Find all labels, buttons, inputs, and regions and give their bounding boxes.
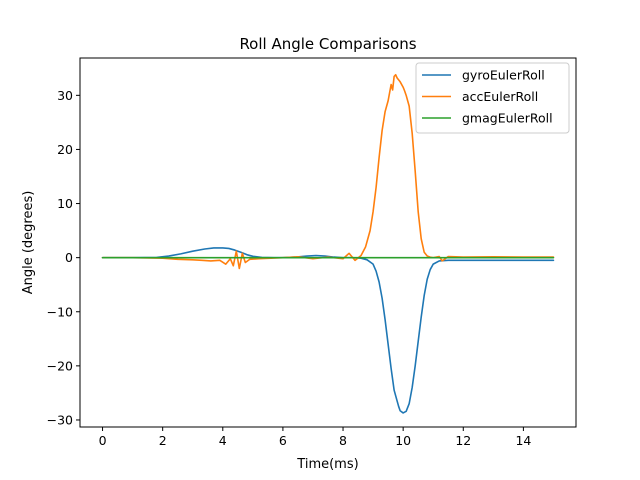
y-tick-label: −20: [47, 358, 73, 373]
series-line-accEulerRoll: [101, 73, 555, 270]
legend-label-gmagEulerRoll: gmagEulerRoll: [462, 111, 553, 126]
x-tick-label: 14: [515, 433, 531, 448]
y-tick-label: 0: [65, 250, 73, 265]
y-tick-label: −30: [47, 412, 73, 427]
x-tick-label: 4: [219, 433, 227, 448]
x-axis-ticks: 0 2 4 6 8 10 12 14: [99, 427, 531, 448]
x-tick-label: 2: [159, 433, 167, 448]
x-tick-label: 6: [279, 433, 287, 448]
chart-title: Roll Angle Comparisons: [239, 35, 416, 53]
y-axis-label: Angle (degrees): [21, 191, 36, 295]
legend-label-gyroEulerRoll: gyroEulerRoll: [462, 68, 545, 83]
y-tick-label: −10: [47, 304, 73, 319]
y-tick-label: 10: [57, 196, 73, 211]
plot-lines: [101, 73, 555, 414]
x-tick-label: 10: [395, 433, 411, 448]
chart-legend: gyroEulerRoll accEulerRoll gmagEulerRoll: [415, 62, 570, 134]
x-axis-label: Time(ms): [296, 457, 358, 472]
legend-label-accEulerRoll: accEulerRoll: [462, 89, 538, 104]
x-tick-label: 8: [339, 433, 347, 448]
legend-frame: [415, 62, 570, 134]
axes-frame: [79, 57, 577, 428]
y-tick-label: 20: [57, 142, 73, 157]
y-axis-ticks: −30 −20 −10 0 10 20 30: [47, 88, 80, 427]
series-line-gyroEulerRoll: [101, 247, 555, 414]
x-tick-label: 0: [99, 433, 107, 448]
y-tick-label: 30: [57, 88, 73, 103]
x-tick-label: 12: [455, 433, 471, 448]
